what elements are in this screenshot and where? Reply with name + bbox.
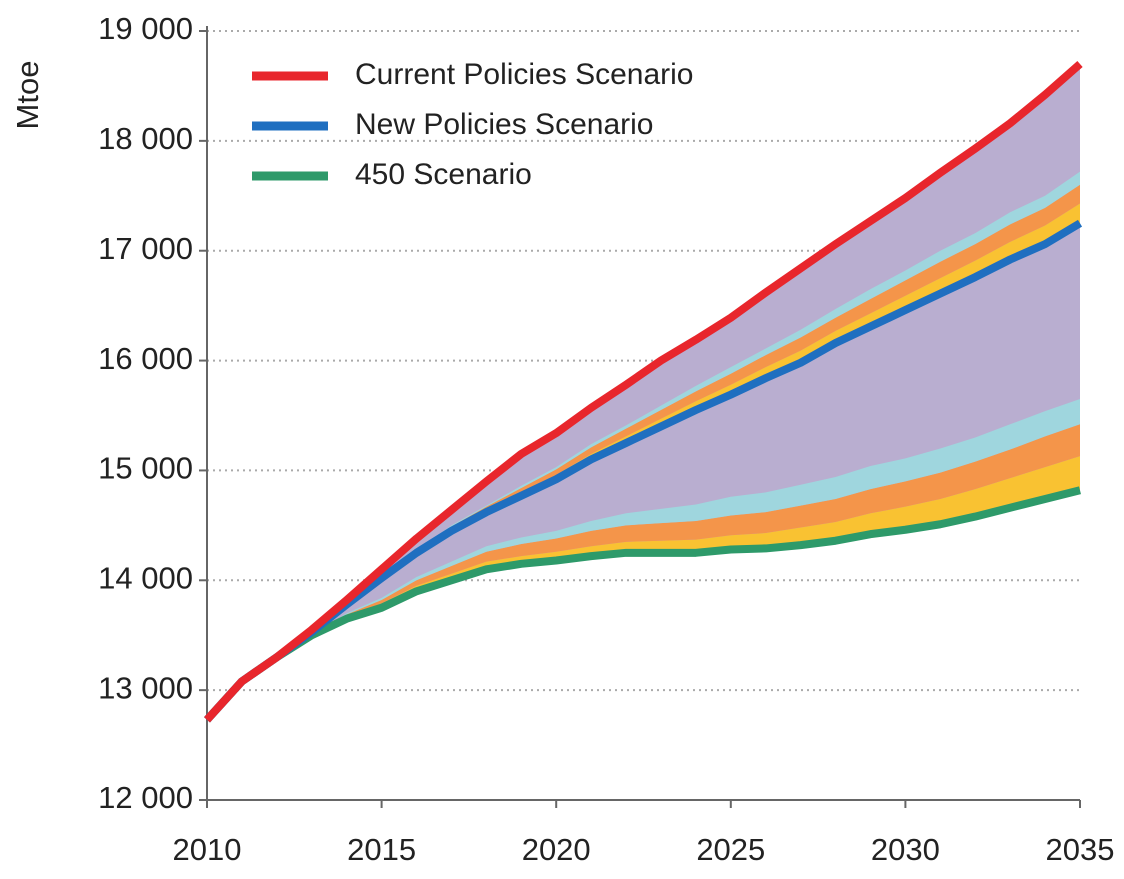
- y-tick-label: 18 000: [98, 121, 193, 156]
- band: [207, 184, 1080, 720]
- y-tick-label: 16 000: [98, 341, 193, 376]
- x-tick-label: 2020: [522, 832, 591, 867]
- band: [207, 399, 1080, 720]
- y-tick-label: 12 000: [98, 780, 193, 815]
- y-axis-label: Mtoe: [10, 61, 45, 130]
- y-tick-label: 17 000: [98, 231, 193, 266]
- legend-label: Current Policies Scenario: [355, 58, 693, 91]
- band: [207, 171, 1080, 720]
- y-tick-label: 15 000: [98, 451, 193, 486]
- legend-label: 450 Scenario: [355, 158, 532, 191]
- legend-label: New Policies Scenario: [355, 108, 653, 141]
- band: [207, 456, 1080, 720]
- y-tick-label: 13 000: [98, 670, 193, 705]
- x-tick-label: 2015: [347, 832, 416, 867]
- x-tick-label: 2010: [173, 832, 242, 867]
- x-tick-label: 2030: [871, 832, 940, 867]
- band: [207, 424, 1080, 720]
- y-tick-label: 19 000: [98, 11, 193, 46]
- scenario-line: [204, 60, 1083, 723]
- x-tick-label: 2025: [696, 832, 765, 867]
- y-tick-label: 14 000: [98, 560, 193, 595]
- scenario-line: [204, 486, 1081, 723]
- x-tick-label: 2035: [1046, 832, 1115, 867]
- band: [207, 203, 1080, 720]
